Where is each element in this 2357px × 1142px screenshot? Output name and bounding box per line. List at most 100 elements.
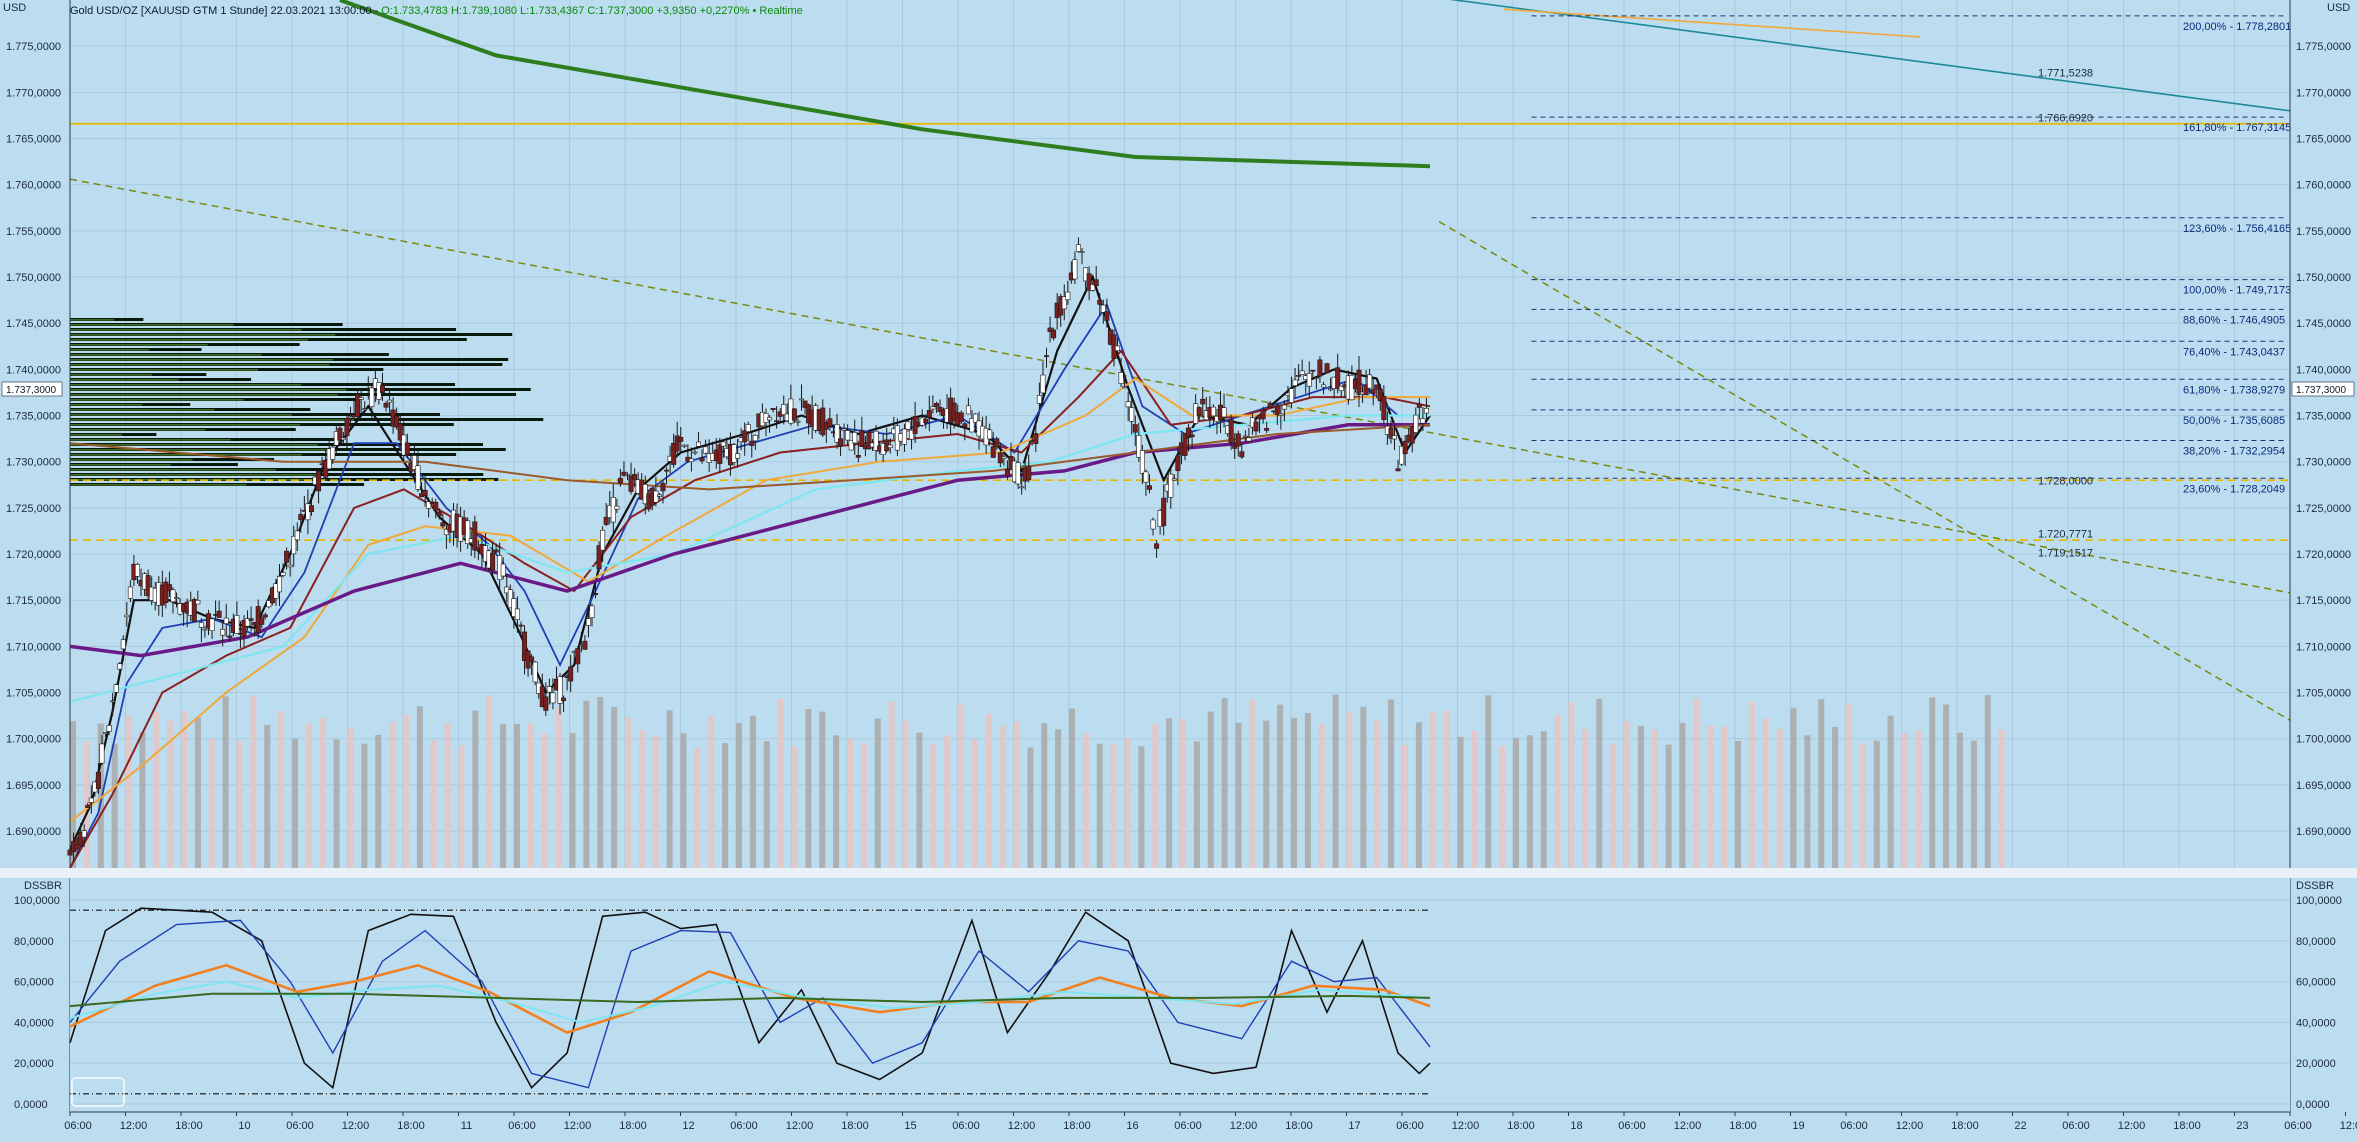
volume-profile-bar-inner: [70, 444, 318, 446]
oscillator-tick-label-left: 40,0000: [14, 1017, 54, 1029]
candle-body: [1246, 437, 1252, 442]
candle-body: [951, 402, 957, 421]
currency-label-right: USD: [2327, 2, 2350, 14]
instrument-title: Gold USD/OZ [XAUUSD GTM 1 Stunde] 22.03.…: [70, 5, 381, 17]
volume-bar: [763, 741, 770, 868]
volume-profile-bar-inner: [70, 434, 122, 436]
time-axis[interactable]: 06:00 12:00 18:00 10 06:00 12:00 18:00 11 06:00 1…: [0, 1111, 2357, 1137]
oscillator-plot-area: [70, 878, 2290, 1112]
time-tick-label: 10: [238, 1120, 250, 1132]
candle-body: [170, 589, 176, 603]
candle-body: [596, 545, 602, 570]
time-tick-label: 06:00: [2284, 1120, 2312, 1132]
volume-profile-bar-inner: [70, 319, 115, 321]
time-tick-label: 06:00: [952, 1120, 980, 1132]
volume-bar: [1110, 743, 1117, 868]
volume-profile-bar-inner: [70, 429, 206, 431]
volume-bar: [222, 696, 229, 868]
candle-body: [369, 387, 375, 407]
candle-body: [174, 597, 180, 599]
volume-bar: [1790, 707, 1797, 868]
candle-body: [905, 421, 911, 430]
volume-bar: [860, 743, 867, 868]
volume-bar: [1929, 697, 1936, 868]
price-tick-label-left: 1.770,0000: [6, 87, 61, 99]
candle-body: [926, 410, 932, 418]
price-tick-label-left: 1.700,0000: [6, 734, 61, 746]
time-tick-label: 18:00: [1951, 1120, 1979, 1132]
candle-body: [1335, 367, 1341, 389]
volume-profile-bar-inner: [70, 324, 234, 326]
volume-bar: [569, 733, 576, 868]
volume-bar: [1374, 720, 1381, 868]
volume-bar: [1721, 726, 1728, 868]
candle-body: [1182, 432, 1188, 456]
volume-profile-bar-inner: [70, 404, 143, 406]
candle-body: [749, 440, 755, 446]
candle-body: [493, 549, 499, 553]
volume-bar: [458, 745, 465, 868]
volume-bar: [236, 741, 243, 868]
time-tick-label: 06:00: [1840, 1120, 1868, 1132]
volume-bar: [611, 706, 618, 868]
oscillator-panel: DSSBR DSSBR 0,0000 0,0000 20,0000 20,0000 40,0…: [0, 868, 2357, 1112]
volume-bar: [583, 700, 590, 868]
fib-level-label: 88,60% - 1.746,4905: [2183, 314, 2285, 326]
candle-body: [95, 771, 101, 789]
candle-body: [166, 584, 172, 592]
volume-bar: [153, 711, 160, 868]
price-tick-label-right: 1.725,0000: [2296, 503, 2351, 515]
candle-body: [422, 489, 428, 496]
volume-bar: [694, 747, 701, 868]
candle-body: [1100, 304, 1106, 313]
candle-body: [511, 598, 517, 617]
volume-bar: [1693, 698, 1700, 868]
candle-body: [1072, 259, 1078, 280]
volume-profile-bar-inner: [70, 379, 179, 381]
price-tick-label-right: 1.755,0000: [2296, 226, 2351, 238]
volume-profile-bar-inner: [70, 454, 302, 456]
volume-bar: [1263, 720, 1270, 868]
last-price-badge-right: [2291, 381, 2355, 397]
volume-bar: [1762, 718, 1769, 868]
candle-body: [1374, 384, 1380, 390]
time-tick-label: 15: [904, 1120, 916, 1132]
candle-body: [1356, 369, 1362, 395]
candle-body: [1019, 486, 1025, 489]
time-tick-label: 12:00: [1896, 1120, 1924, 1132]
price-axis[interactable]: 1.690,0000 1.690,0000 1.695,0000 1.695,0000…: [6, 0, 2351, 1112]
volume-profile-bar-inner: [70, 479, 327, 481]
time-tick-label: 23: [2236, 1120, 2248, 1132]
volume-bar: [1984, 695, 1991, 868]
volume-bar: [1568, 702, 1575, 868]
candle-body: [795, 420, 801, 423]
candle-body: [1381, 396, 1387, 420]
volume-bar: [555, 707, 562, 868]
candle-body: [433, 501, 439, 511]
price-tick-label-right: 1.765,0000: [2296, 134, 2351, 146]
candle-body: [120, 639, 126, 650]
time-tick-label: 06:00: [2062, 1120, 2090, 1132]
volume-bars: [70, 694, 2005, 868]
candle-body: [593, 593, 599, 595]
volume-bar: [278, 711, 285, 868]
candle-body: [259, 617, 265, 625]
volume-profile-bar-inner: [70, 424, 301, 426]
candle-body: [103, 732, 109, 734]
candle-body: [617, 477, 623, 484]
trendline-orange: [1503, 8, 1921, 38]
volume-bar: [1069, 708, 1075, 868]
volume-bar: [500, 723, 507, 868]
price-tick-label-left: 1.710,0000: [6, 641, 61, 653]
volume-bar: [597, 697, 604, 868]
volume-bar: [819, 711, 826, 868]
candle-body: [692, 451, 698, 454]
candle-body: [1267, 402, 1273, 409]
oscillator-tick-label-left: 20,0000: [14, 1058, 54, 1070]
candle-body: [781, 404, 787, 415]
panel-separator: [0, 868, 2357, 878]
candle-body: [195, 600, 201, 605]
candle-body: [436, 511, 442, 517]
